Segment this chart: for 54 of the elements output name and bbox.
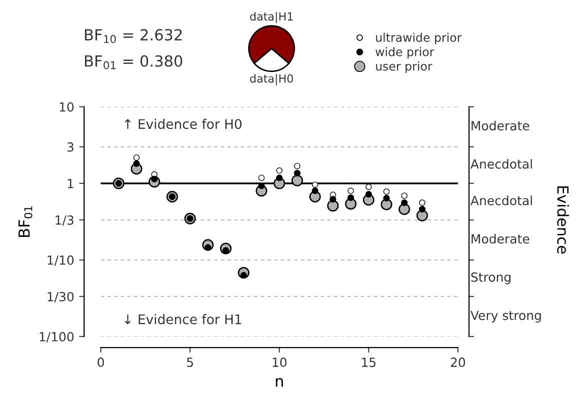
point [383,194,390,202]
text: Anecdotal [470,159,532,169]
y-tick-label: 3 [67,142,74,152]
point [416,210,428,222]
point [312,187,318,194]
point [401,192,408,199]
x-tick-label: 15 [362,358,376,368]
point [366,184,372,190]
y-tick-label: 1/30 [48,292,74,302]
y-tick-label: 1 [68,179,74,188]
text: Evidence [557,186,569,254]
legend-label: wide prior [376,47,434,59]
point [398,203,410,215]
x-axis-title: n [276,378,283,387]
y-tick-label: 1/100 [40,332,74,342]
y-tick-label: 10 [60,102,74,112]
point [383,188,390,195]
point [312,182,318,188]
x-tick-label: 5 [187,358,193,368]
point [294,162,300,170]
y-axis-title: BF$_{01}$ [18,206,32,237]
point [348,188,354,194]
text: Strong [471,272,510,284]
text: BF$_{01}$ = 0.380 [85,55,182,70]
point [365,190,372,198]
point [401,199,408,206]
text: Moderate [472,234,530,244]
point [419,200,426,206]
y-tick-label: 1/3 [56,215,74,226]
point [133,154,140,161]
point [418,206,426,212]
annotation: ↑ Evidence for H0 [124,118,242,129]
y-tick-label: 1/10 [48,255,74,266]
point [327,200,339,212]
point [291,174,303,186]
slice-label: data|H0 [250,74,293,86]
text: Very strong [470,310,541,323]
text: Moderate [472,120,530,130]
annotation: ↓ Evidence for H1 [124,314,242,324]
point [133,160,140,167]
slice-label: data|H1 [250,12,293,24]
point [276,167,282,174]
point [276,174,283,182]
x-tick-label: 20 [450,358,466,368]
x-tick-label: 0 [98,358,104,368]
legend-label: ultrawide prior [376,32,462,44]
legend-label: user prior [376,62,432,73]
point [330,196,336,203]
text: Anecdotal [470,196,532,206]
x-tick-label: 10 [272,358,286,368]
point [294,170,301,176]
point [258,174,265,181]
point [347,194,354,201]
text: BF$_{10}$ = 2.632 [85,29,182,44]
